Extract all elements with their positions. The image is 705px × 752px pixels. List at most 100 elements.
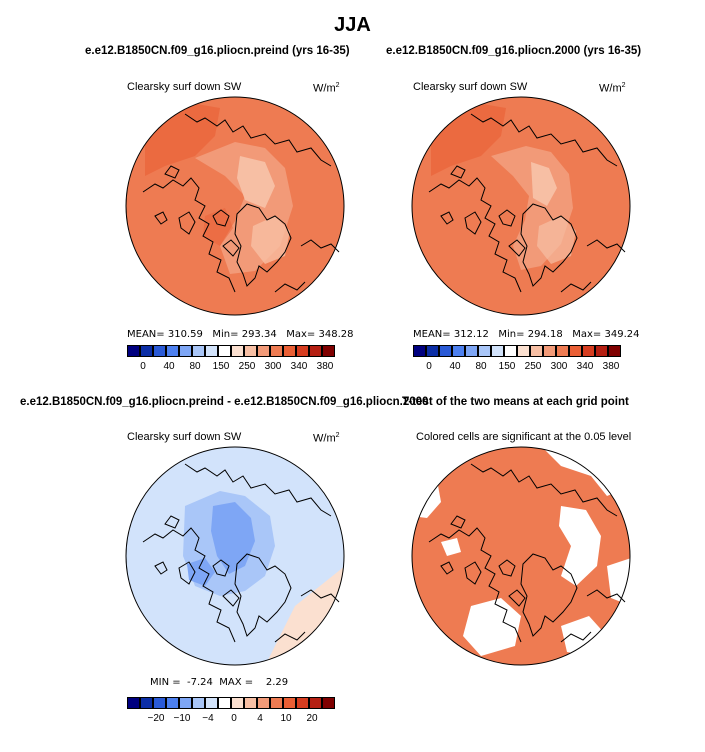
colorbar-swatch (127, 345, 140, 357)
stats-difference: MIN = -7.24 MAX = 2.29 (150, 677, 289, 688)
colorbar-swatch (179, 697, 192, 709)
colorbar-swatch (218, 345, 231, 357)
colorbar-swatch (569, 345, 582, 357)
colorbar-tick: 0 (231, 713, 237, 724)
stats-preind: MEAN= 310.59 Min= 293.34 Max= 348.28 (127, 329, 354, 340)
colorbar-swatch (517, 345, 530, 357)
colorbar-tick: −10 (173, 713, 191, 724)
colorbar-swatch (244, 345, 257, 357)
run-title-preind: e.e12.B1850CN.f09_g16.pliocn.preind (yrs… (85, 45, 350, 57)
colorbar-tick: 340 (576, 361, 594, 372)
colorbar-swatch (283, 697, 296, 709)
map-border (411, 96, 631, 316)
colorbar-swatch (205, 345, 218, 357)
units-label: W/m2 (313, 432, 340, 445)
page-title: JJA (334, 14, 371, 36)
coastlines (142, 463, 340, 643)
map-border (125, 446, 345, 666)
colorbar-swatch (231, 345, 244, 357)
colorbar-swatch (153, 697, 166, 709)
field-greenland-region (251, 216, 290, 264)
colorbar-swatch (322, 697, 335, 709)
units-label: W/m2 (313, 82, 340, 95)
colorbar-swatch (257, 697, 270, 709)
colorbar-swatch (296, 697, 309, 709)
run-title-2000: e.e12.B1850CN.f09_g16.pliocn.2000 (yrs 1… (386, 45, 642, 57)
colorbar-tick: 250 (524, 361, 542, 372)
colorbar-swatch (270, 697, 283, 709)
field-not-significant (559, 506, 601, 586)
colorbar-swatch (218, 697, 231, 709)
colorbar-swatch (452, 345, 465, 357)
colorbar-tick: 380 (316, 361, 334, 372)
colorbar-swatch (504, 345, 517, 357)
field-lowest-region (531, 162, 557, 206)
coastlines (428, 463, 626, 643)
colorbar-swatch (153, 345, 166, 357)
colorbar-swatch (140, 345, 153, 357)
polar-map-preind (125, 96, 345, 316)
field-lowest-region (237, 156, 275, 208)
colorbar-swatch (205, 697, 218, 709)
colorbar-swatch (192, 697, 205, 709)
variable-label: Clearsky surf down SW (127, 81, 242, 93)
colorbar-tick: 150 (212, 361, 230, 372)
colorbar-tick: −4 (202, 713, 214, 724)
colorbar-swatch (543, 345, 556, 357)
colorbar-swatch (296, 345, 309, 357)
colorbar-swatch (127, 697, 140, 709)
colorbar-swatch (426, 345, 439, 357)
colorbar-tick: 40 (449, 361, 461, 372)
colorbar-tick: 300 (264, 361, 282, 372)
colorbar-tick: 380 (602, 361, 620, 372)
colorbar-swatch (582, 345, 595, 357)
colorbar-tick: 300 (550, 361, 568, 372)
polar-map-ttest (411, 446, 631, 666)
run-title-ttest: T-test of the two means at each grid poi… (402, 396, 629, 408)
colorbar-tick: 250 (238, 361, 256, 372)
polar-map-2000 (411, 96, 631, 316)
map-border (125, 96, 345, 316)
colorbar-swatch (257, 345, 270, 357)
colorbar-swatch (309, 345, 322, 357)
colorbar-swatch (283, 345, 296, 357)
colorbar-swatch (309, 697, 322, 709)
colorbar-swatch (322, 345, 335, 357)
colorbar-swatch (439, 345, 452, 357)
field-not-significant (441, 538, 461, 556)
colorbar-swatch (192, 345, 205, 357)
colorbar-swatch (465, 345, 478, 357)
colorbar-swatch (595, 345, 608, 357)
variable-label: Clearsky surf down SW (127, 431, 242, 443)
colorbar-swatch (244, 697, 257, 709)
coastlines (428, 113, 626, 293)
units-label: W/m2 (599, 82, 626, 95)
colorbar-tick: 80 (189, 361, 201, 372)
colorbar-tick: 10 (280, 713, 292, 724)
colorbar-tick: 150 (498, 361, 516, 372)
colorbar-tick: −20 (147, 713, 165, 724)
map-border (411, 446, 631, 666)
colorbar-tick: 40 (163, 361, 175, 372)
run-title-difference: e.e12.B1850CN.f09_g16.pliocn.preind - e.… (20, 396, 429, 408)
colorbar-tick: 0 (426, 361, 432, 372)
colorbar-swatch (140, 697, 153, 709)
colorbar-swatch (270, 345, 283, 357)
colorbar-swatch (608, 345, 621, 357)
coastlines (142, 113, 340, 293)
colorbar-tick: 20 (306, 713, 318, 724)
colorbar-tick: 340 (290, 361, 308, 372)
colorbar-swatch (491, 345, 504, 357)
variable-label: Clearsky surf down SW (413, 81, 528, 93)
colorbar-swatch (231, 697, 244, 709)
colorbar-swatch (556, 345, 569, 357)
colorbar-swatch (478, 345, 491, 357)
significance-caption: Colored cells are significant at the 0.0… (416, 431, 632, 443)
colorbar-swatch (530, 345, 543, 357)
field-strong-negative (211, 502, 255, 574)
field-ocean-low (203, 208, 233, 246)
polar-map-difference (125, 446, 345, 666)
stats-2000: MEAN= 312.12 Min= 294.18 Max= 349.24 (413, 329, 640, 340)
field-strong-negative-2 (187, 558, 215, 586)
colorbar-swatch (166, 697, 179, 709)
